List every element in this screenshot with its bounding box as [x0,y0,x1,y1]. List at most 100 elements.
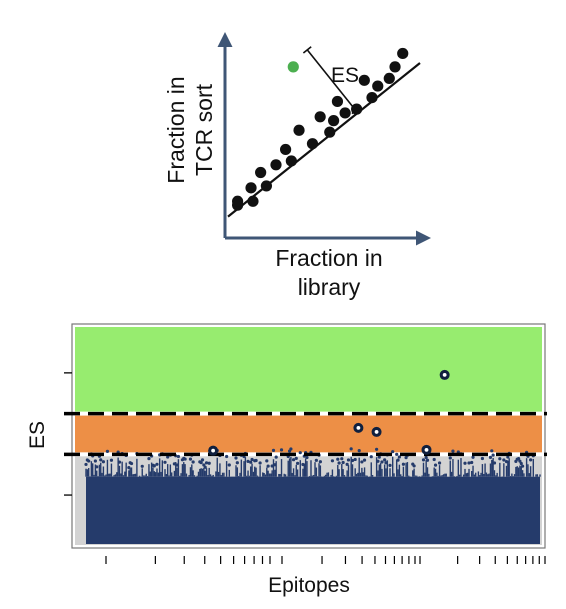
data-point [285,155,297,167]
background-point [203,465,207,469]
background-point [95,465,99,469]
background-point [360,460,364,464]
background-point [383,458,387,462]
background-point [337,461,341,465]
background-point [448,456,452,460]
background-point [353,457,357,462]
background-point [109,458,114,462]
background-point [289,447,293,451]
data-point [331,95,344,108]
background-point [295,461,300,465]
background-point [506,455,510,459]
data-point [247,195,259,207]
es-axis-label: ES [26,421,49,449]
background-point [397,455,401,459]
background-point [204,461,209,465]
background-point [519,461,523,466]
background-point [291,458,296,462]
data-point [260,180,272,192]
background-point [412,464,416,468]
background-point [492,461,497,465]
hit-point-center [442,373,447,377]
background-point [105,449,110,454]
background-point [488,455,493,459]
background-point [362,458,367,462]
data-point [372,80,384,92]
background-point [502,458,506,462]
background-point [266,464,270,468]
background-point [188,457,193,461]
background-point [147,456,151,461]
background-point [369,455,373,459]
background-point [298,451,302,455]
background-point [250,457,254,462]
background-point [84,462,88,467]
background-point [451,449,455,453]
background-point [183,457,187,461]
background-point [467,461,471,465]
background-point [350,458,355,463]
background-point [520,464,525,468]
data-point [314,111,326,123]
background-point [380,460,384,464]
outlier-point [287,61,299,73]
es-annotation-label: ES [331,64,359,87]
background-point [249,460,253,464]
background-point [254,458,258,463]
background-point [294,456,298,461]
background-point [463,461,467,465]
background-point [199,461,203,465]
background-point [93,459,97,463]
es-by-epitope-panel: ES Epitopes [26,323,547,597]
data-point [232,195,244,207]
data-point [339,107,351,119]
data-point [306,138,319,150]
background-point [470,460,474,465]
background-point [314,458,318,462]
background-point [176,454,181,459]
background-point [396,458,400,462]
background-point [305,455,309,460]
background-point [140,464,144,468]
background-point [388,463,392,467]
background-point [225,454,229,459]
background-point [401,462,405,466]
background-point [318,460,322,464]
background-point [432,457,436,462]
background-point [129,461,134,466]
background-point [155,462,159,466]
y-axis-label-line-2: TCR sort [191,83,217,176]
background-point [207,461,211,465]
background-point [529,458,533,462]
background-point [491,453,495,457]
data-point [366,92,378,104]
high-es-zone [75,327,542,412]
data-point [270,159,282,171]
background-point [265,459,269,463]
hit-point-center [424,447,429,452]
data-point [255,166,267,179]
background-point [377,455,381,459]
background-point [166,455,170,459]
background-point [424,455,428,460]
background-point [227,463,231,467]
background-point [274,455,278,459]
background-point [271,448,276,452]
background-point [375,447,379,451]
data-point [328,115,340,127]
es-bracket-cap [351,106,361,115]
background-point [101,460,106,464]
background-point [516,457,521,461]
background-point [404,456,408,460]
background-point [336,457,340,461]
background-point [471,455,475,459]
background-point [498,457,502,461]
fit-line [227,62,421,218]
mid-es-zone [75,415,542,453]
background-point [391,450,395,454]
background-point [279,448,284,452]
background-point [330,459,335,463]
background-point [234,456,238,460]
background-point [163,460,167,464]
background-point [349,447,353,451]
